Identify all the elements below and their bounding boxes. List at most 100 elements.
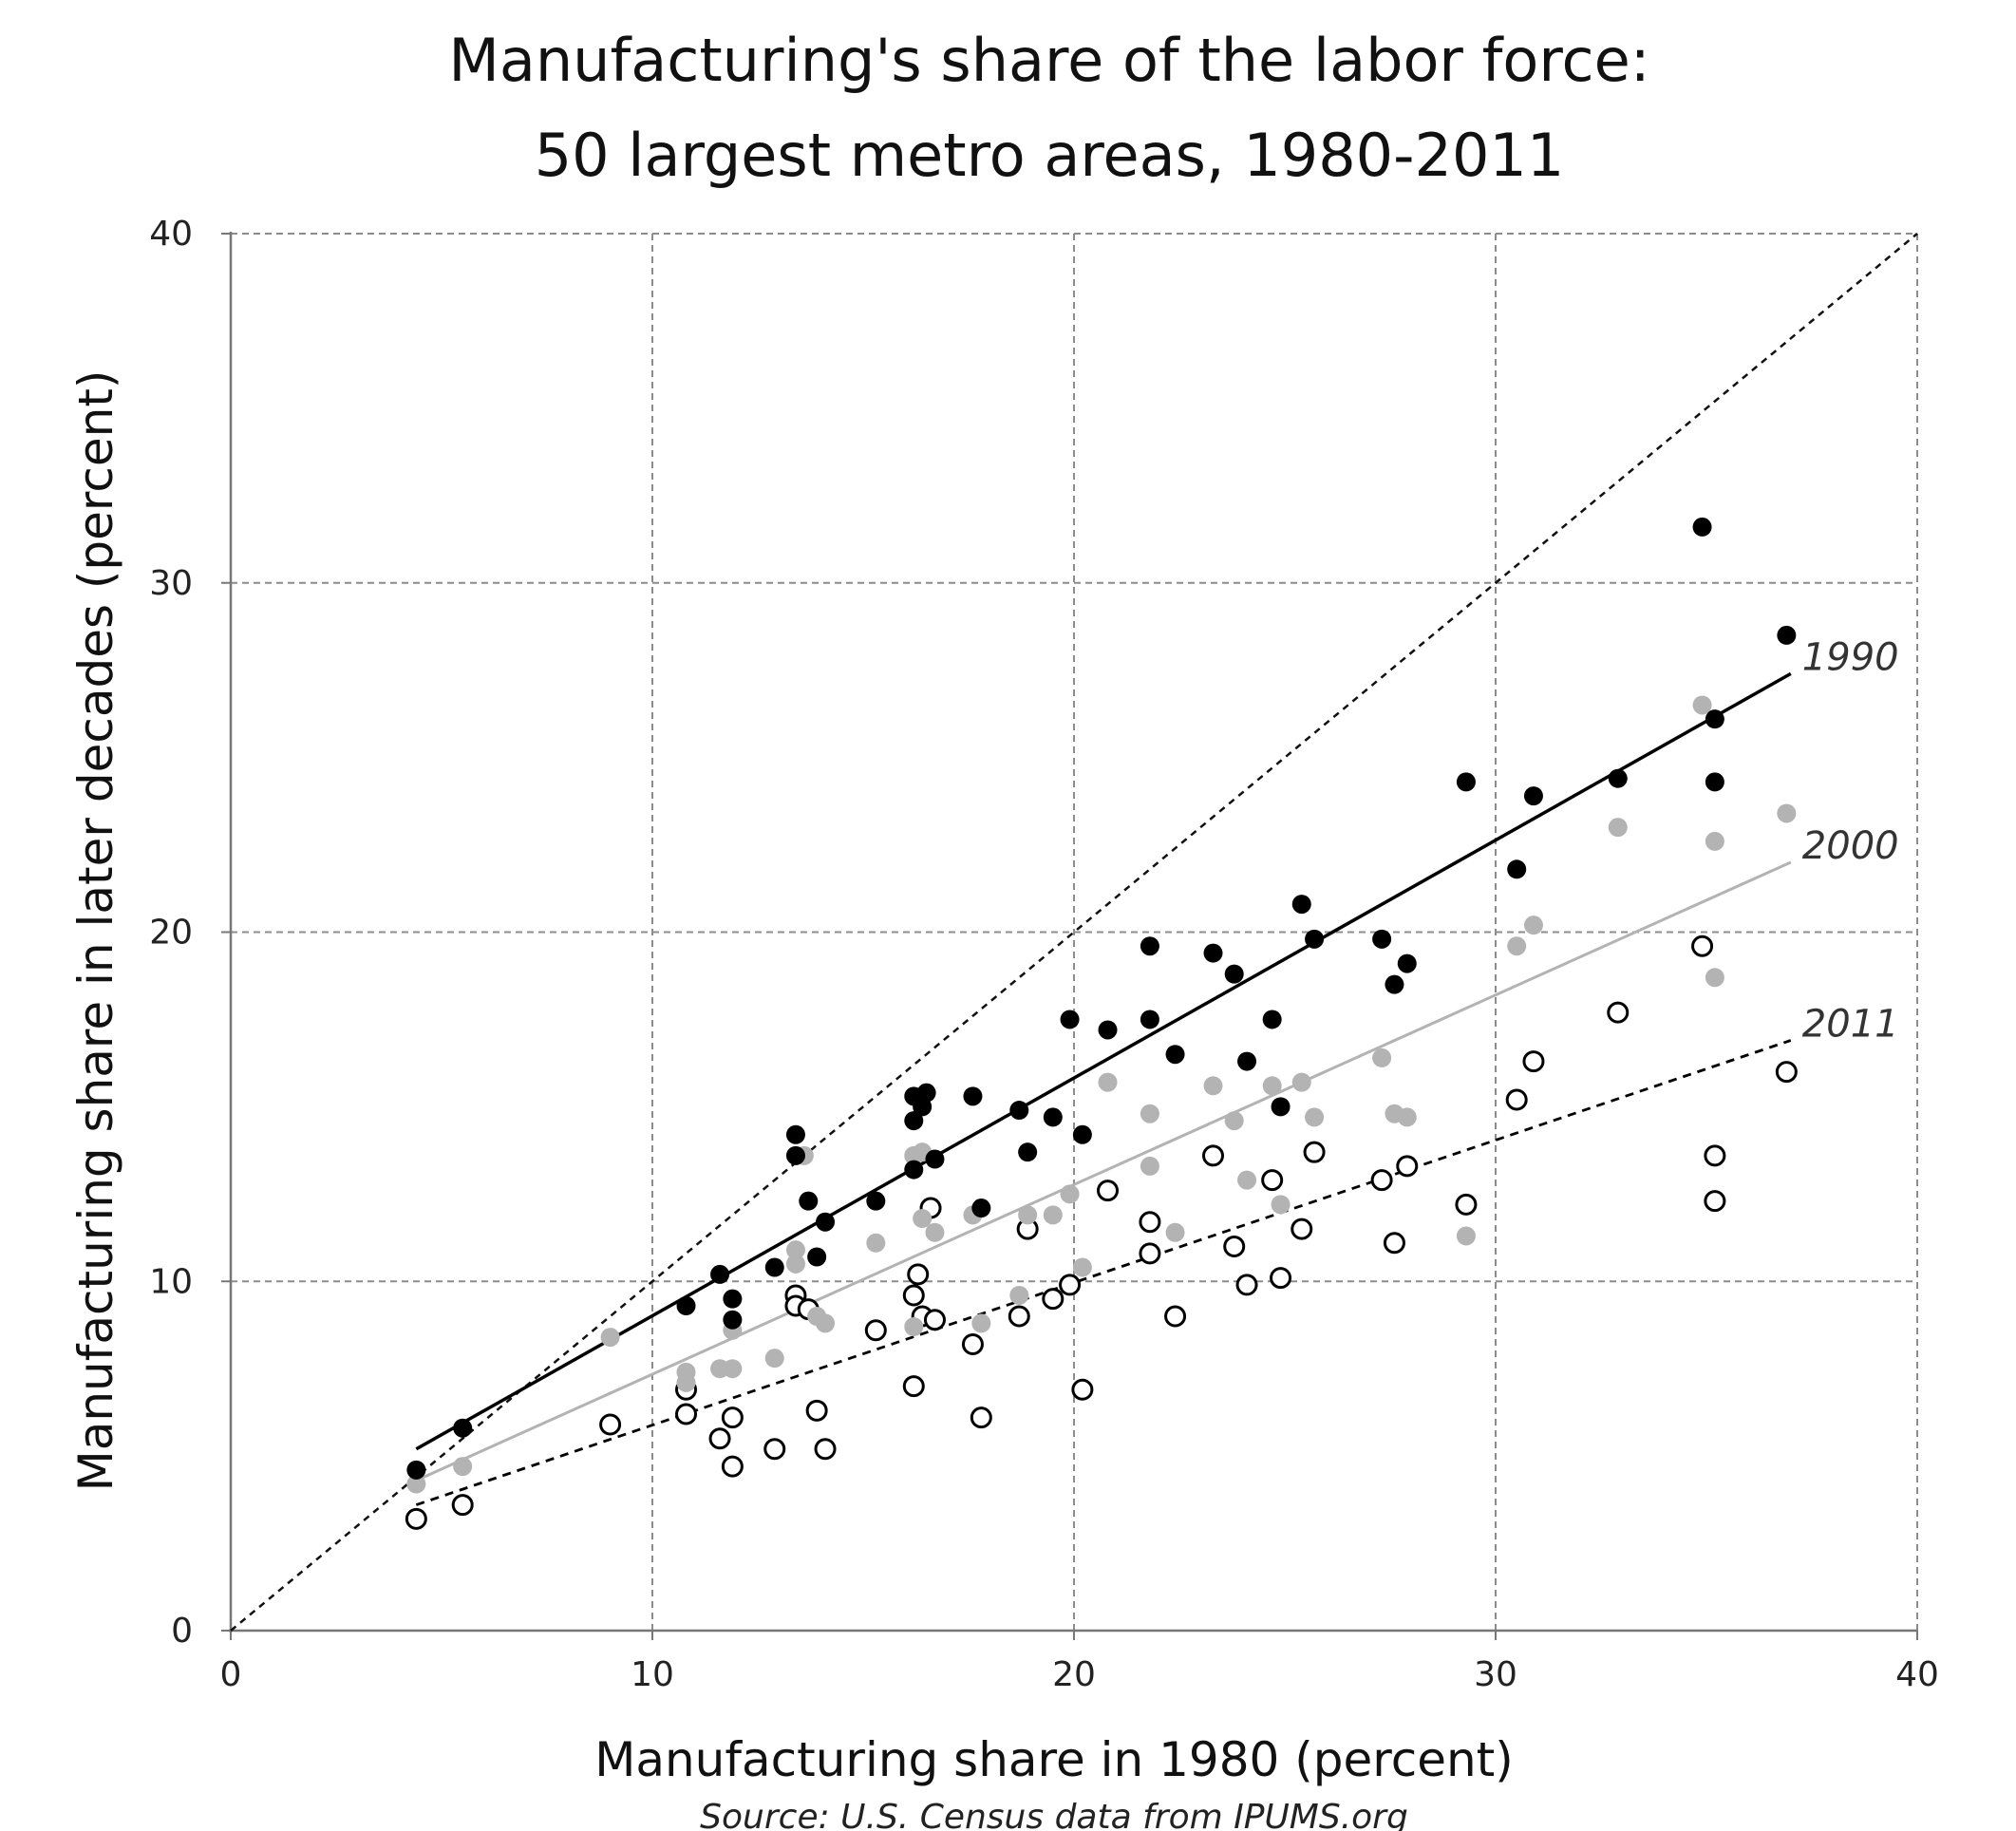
data-point-2011 (1261, 1169, 1284, 1192)
data-point-2000 (1777, 803, 1797, 823)
data-point-1990 (764, 1257, 784, 1277)
data-point-1990 (963, 1086, 983, 1106)
data-point-2011 (864, 1319, 887, 1342)
data-point-2011 (721, 1455, 744, 1478)
data-point-2000 (1098, 1072, 1118, 1092)
data-point-2000 (913, 1209, 933, 1229)
data-point-1990 (1305, 929, 1325, 949)
data-point-2000 (971, 1313, 991, 1333)
chart-title-line-2: 50 largest metro areas, 1980-2011 (535, 121, 1565, 190)
data-point-2000 (925, 1222, 945, 1242)
data-point-1990 (1203, 943, 1223, 963)
data-point-1990 (723, 1289, 743, 1309)
x-axis-title: Manufacturing share in 1980 (percent) (594, 1732, 1514, 1787)
data-point-2011 (1042, 1288, 1065, 1311)
data-point-2011 (902, 1284, 925, 1307)
data-point-2011 (451, 1494, 474, 1517)
data-point-1990 (799, 1191, 819, 1211)
data-point-2000 (904, 1317, 924, 1337)
data-point-2011 (902, 1375, 925, 1398)
data-point-2011 (1370, 1169, 1393, 1192)
data-point-1990 (904, 1160, 924, 1180)
data-point-1990 (1098, 1020, 1118, 1040)
data-point-1990 (807, 1247, 827, 1267)
data-point-2011 (1505, 1088, 1528, 1111)
data-point-2011 (1202, 1144, 1225, 1167)
data-point-1990 (1397, 953, 1417, 973)
data-point-2000 (600, 1328, 620, 1348)
data-point-1990 (904, 1111, 924, 1131)
data-point-2000 (1072, 1257, 1092, 1277)
data-point-2000 (816, 1313, 836, 1333)
data-point-2011 (1704, 1190, 1726, 1213)
x-tick-label: 10 (631, 1655, 674, 1694)
data-point-1990 (1224, 964, 1244, 984)
data-point-2000 (1608, 818, 1628, 838)
data-point-2011 (907, 1263, 930, 1286)
data-point-2000 (1009, 1285, 1029, 1305)
data-point-1990 (1692, 517, 1712, 537)
data-point-2011 (1607, 1001, 1630, 1024)
data-point-2000 (1262, 1076, 1282, 1096)
axes (221, 232, 1918, 1640)
y-tick-label: 20 (149, 914, 193, 953)
data-point-2011 (1291, 1218, 1313, 1240)
data-point-2000 (1523, 916, 1543, 935)
data-point-2011 (405, 1507, 427, 1530)
x-tick-label: 20 (1052, 1655, 1096, 1694)
tick-labels: 0 10 20 30 40 0 10 20 30 40 (149, 215, 1939, 1694)
data-point-2000 (1291, 1072, 1311, 1092)
data-point-2011 (1097, 1180, 1120, 1202)
data-point-2011 (923, 1309, 946, 1331)
data-point-2011 (1303, 1141, 1326, 1163)
fit-line-2000 (415, 860, 1792, 1482)
data-point-2011 (721, 1406, 744, 1429)
data-point-1990 (1705, 772, 1724, 792)
data-point-1990 (1140, 1010, 1159, 1029)
fit-line-2011 (415, 1039, 1792, 1506)
data-point-2000 (1203, 1076, 1223, 1096)
data-point-2011 (675, 1403, 698, 1425)
data-point-2000 (1165, 1222, 1185, 1242)
data-point-2000 (453, 1457, 473, 1477)
data-point-2000 (1060, 1184, 1080, 1204)
data-point-2011 (1059, 1274, 1082, 1296)
data-point-2000 (676, 1372, 696, 1392)
data-point-2000 (1705, 968, 1724, 988)
data-point-1990 (1009, 1101, 1029, 1121)
data-point-2011 (1455, 1193, 1478, 1216)
data-point-2011 (1522, 1050, 1545, 1073)
data-point-2011 (1008, 1305, 1030, 1328)
x-tick-label: 40 (1895, 1655, 1939, 1694)
data-point-2000 (1456, 1226, 1476, 1246)
data-point-2011 (1704, 1144, 1726, 1167)
x-tick-label: 30 (1474, 1655, 1517, 1694)
data-point-2000 (406, 1474, 426, 1494)
fit-label-1990: 1990 (1802, 635, 1899, 679)
data-point-2000 (866, 1233, 886, 1253)
data-point-2011 (1139, 1211, 1161, 1234)
fit-lines (415, 671, 1792, 1506)
data-point-1990 (406, 1460, 426, 1480)
data-point-2000 (1018, 1205, 1038, 1225)
fit-label-2000: 2000 (1802, 824, 1899, 868)
data-point-2000 (1397, 1107, 1417, 1127)
y-tick-label: 30 (149, 564, 193, 603)
data-point-2011 (1164, 1305, 1187, 1328)
data-point-1990 (1372, 929, 1392, 949)
y-tick-label: 40 (149, 215, 193, 254)
data-point-1990 (1777, 625, 1797, 645)
data-point-1990 (1523, 786, 1543, 806)
data-point-2000 (1271, 1195, 1291, 1215)
data-point-1990 (866, 1191, 886, 1211)
data-point-2011 (1139, 1242, 1161, 1265)
data-point-1990 (785, 1124, 805, 1144)
data-point-2000 (785, 1254, 805, 1274)
data-point-1990 (1705, 709, 1724, 729)
data-point-2000 (1224, 1111, 1244, 1131)
data-point-1990 (816, 1212, 836, 1232)
data-point-1990 (916, 1083, 936, 1103)
data-point-2011 (1270, 1267, 1292, 1290)
data-point-2011 (1071, 1378, 1094, 1401)
data-point-1990 (1608, 768, 1628, 788)
